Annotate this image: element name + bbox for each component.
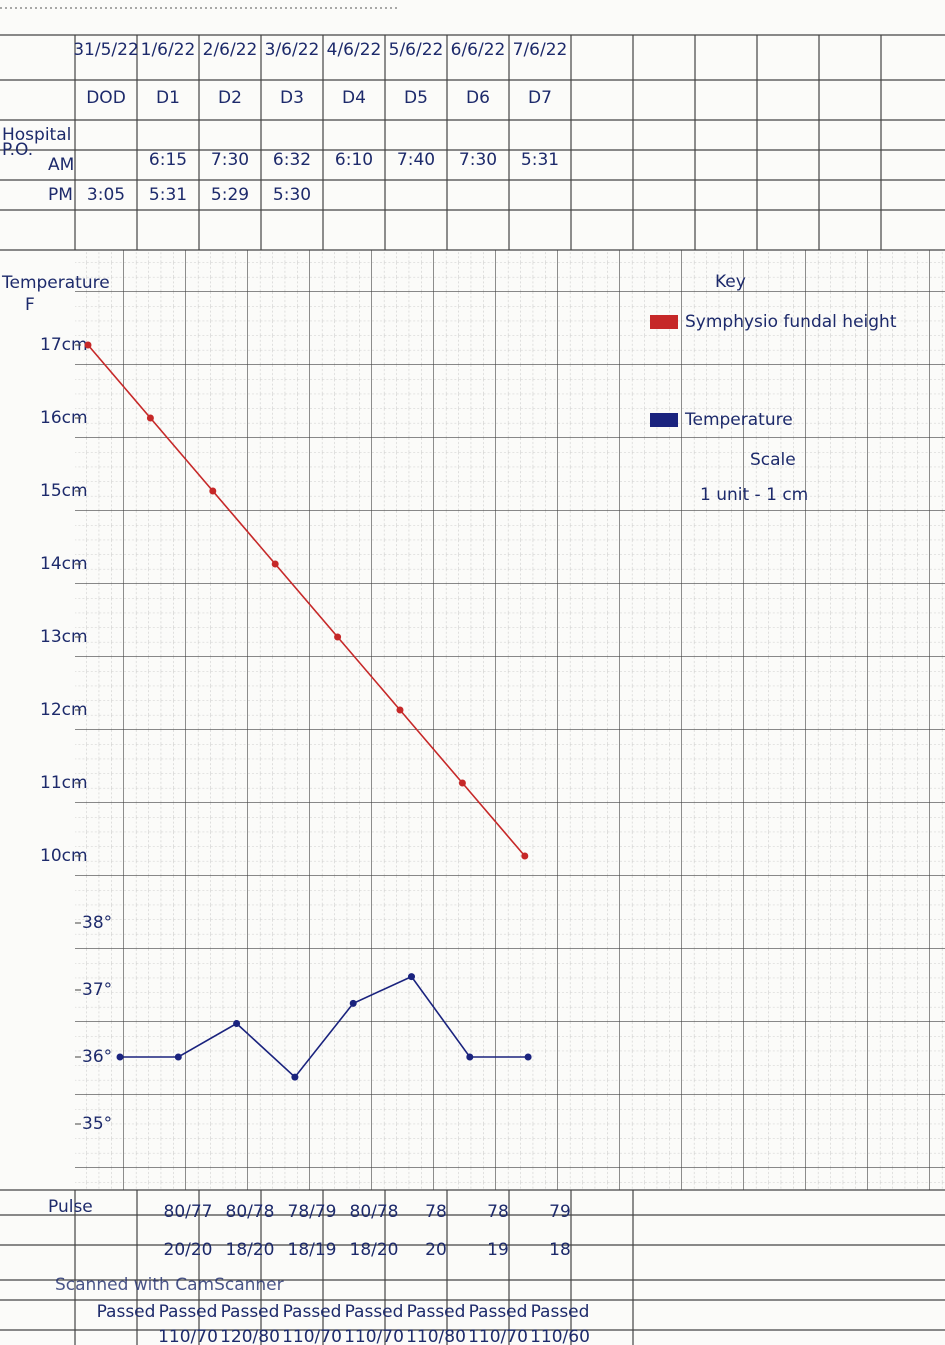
bp: 110/70: [344, 1327, 404, 1345]
pulse: 80/77: [164, 1202, 213, 1222]
point: [521, 853, 528, 860]
respiration: 18: [549, 1240, 571, 1260]
point: [408, 973, 415, 980]
pm-time: 5:30: [273, 185, 311, 205]
row-label: P.O.: [2, 140, 33, 160]
form-label: Pulse: [48, 1197, 93, 1217]
bp: 110/80: [406, 1327, 466, 1345]
point: [272, 561, 279, 568]
respiration: 20/20: [164, 1240, 213, 1260]
date: 4/6/22: [327, 40, 382, 60]
legend-entry: Temperature: [684, 410, 793, 430]
date: 1/6/22: [141, 40, 196, 60]
respiration: 19: [487, 1240, 509, 1260]
point: [459, 780, 466, 787]
scanned-chart-page: HospitalP.O.AMPMTemperatureFPulse31/5/22…: [0, 0, 945, 1345]
point: [117, 1054, 124, 1061]
bp: 120/80: [220, 1327, 280, 1345]
pulse: 80/78: [350, 1202, 399, 1222]
point: [525, 1054, 532, 1061]
respiration: 20: [425, 1240, 447, 1260]
am-time: 7:30: [459, 150, 497, 170]
am-time: 6:10: [335, 150, 373, 170]
pulse: 80/78: [226, 1202, 275, 1222]
day: D5: [404, 88, 428, 108]
bp: 110/60: [530, 1327, 590, 1345]
am-time: 6:15: [149, 150, 187, 170]
respiration: 18/19: [288, 1240, 337, 1260]
date: 6/6/22: [451, 40, 506, 60]
pulse: 78: [487, 1202, 509, 1222]
am-time: 5:31: [521, 150, 559, 170]
point: [397, 707, 404, 714]
date: 5/6/22: [389, 40, 444, 60]
y-tick-label: 38°: [82, 913, 112, 933]
scale-title: Scale: [750, 450, 796, 470]
legend-entry: Symphysio fundal height: [685, 312, 897, 332]
output: Passed: [97, 1302, 156, 1322]
output: Passed: [407, 1302, 466, 1322]
point: [175, 1054, 182, 1061]
date: 2/6/22: [203, 40, 258, 60]
point: [233, 1020, 240, 1027]
output: Passed: [531, 1302, 590, 1322]
y-tick-label: 36°: [82, 1047, 112, 1067]
output: Passed: [469, 1302, 528, 1322]
day: D1: [156, 88, 180, 108]
bp: 110/70: [468, 1327, 528, 1345]
pulse: 78: [425, 1202, 447, 1222]
watermark: Scanned with CamScanner: [55, 1275, 284, 1295]
date: 3/6/22: [265, 40, 320, 60]
key-title: Key: [715, 272, 746, 292]
bp: 110/70: [282, 1327, 342, 1345]
pm-time: 5:31: [149, 185, 187, 205]
day: D7: [528, 88, 552, 108]
graph-paper: [0, 8, 945, 1345]
date: 7/6/22: [513, 40, 568, 60]
form-label: F: [25, 295, 35, 315]
y-tick-label: 35°: [82, 1114, 112, 1134]
am-time: 6:32: [273, 150, 311, 170]
day: D2: [218, 88, 242, 108]
output: Passed: [221, 1302, 280, 1322]
day: DOD: [86, 88, 126, 108]
y-tick-label: 37°: [82, 980, 112, 1000]
point: [85, 342, 92, 349]
pulse: 79: [549, 1202, 571, 1222]
bp: 110/70: [158, 1327, 218, 1345]
pulse: 78/79: [288, 1202, 337, 1222]
output: Passed: [345, 1302, 404, 1322]
output: Passed: [159, 1302, 218, 1322]
point: [334, 634, 341, 641]
am-time: 7:40: [397, 150, 435, 170]
point: [291, 1074, 298, 1081]
point: [350, 1000, 357, 1007]
legend-swatch: [650, 413, 678, 427]
am-time: 7:30: [211, 150, 249, 170]
row-label: AM: [48, 155, 74, 175]
pm-time: 5:29: [211, 185, 249, 205]
point: [466, 1054, 473, 1061]
respiration: 18/20: [226, 1240, 275, 1260]
date: 31/5/22: [73, 40, 139, 60]
day: D6: [466, 88, 490, 108]
point: [209, 488, 216, 495]
output: Passed: [283, 1302, 342, 1322]
point: [147, 415, 154, 422]
row-label: PM: [48, 185, 73, 205]
day: D4: [342, 88, 366, 108]
legend-swatch: [650, 315, 678, 329]
form-label: Temperature: [1, 273, 110, 293]
respiration: 18/20: [350, 1240, 399, 1260]
scale: 1 unit - 1 cm: [700, 485, 808, 505]
pm-time: 3:05: [87, 185, 125, 205]
day: D3: [280, 88, 304, 108]
